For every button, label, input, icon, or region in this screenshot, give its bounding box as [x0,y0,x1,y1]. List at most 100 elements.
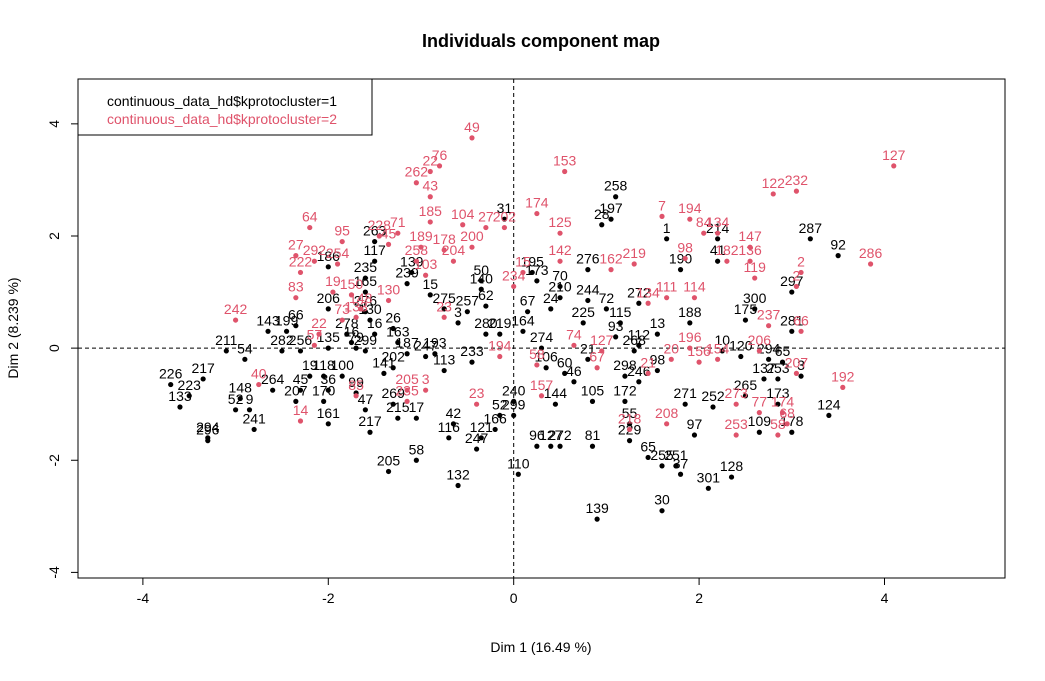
point-label: 133 [344,298,368,314]
data-point [645,454,651,461]
data-point [237,395,243,402]
data-point [168,381,174,388]
point-label: 240 [502,382,526,398]
data-point [511,283,517,290]
data-point [687,345,693,351]
point-label: 196 [678,329,702,345]
point-label: 165 [354,273,378,289]
point-label: 275 [432,290,456,306]
point-label: 264 [261,371,285,387]
data-point [613,194,619,200]
data-point [622,398,628,404]
data-point [645,370,651,376]
data-point [756,348,762,354]
point-label: 251 [664,447,688,463]
data-point [613,334,619,340]
data-point [436,163,443,169]
point-label: 182 [715,242,739,258]
data-point [344,331,350,337]
point-label: 36 [321,371,337,387]
data-point [455,320,461,326]
data-point [348,339,355,346]
data-point [673,463,679,469]
data-point [478,435,484,441]
data-point [715,356,721,362]
data-point [798,269,804,276]
data-point [798,373,804,379]
data-point [557,283,563,290]
point-label: 65 [640,438,656,454]
data-point [200,376,206,382]
data-point [696,359,702,365]
point-label: 130 [377,281,401,297]
data-point [585,297,591,304]
point-label: 217 [191,360,215,376]
data-point [409,269,415,276]
point-label: 219 [623,245,647,261]
point-label: 254 [326,245,350,261]
data-point [246,407,253,413]
point-label: 214 [706,220,730,236]
point-label: 247 [465,430,489,446]
point-label: 142 [548,242,572,258]
data-point [840,384,846,390]
data-point [835,253,841,259]
data-point [330,289,336,295]
data-point [557,258,563,264]
point-label: 27 [288,237,304,253]
data-point [766,323,772,329]
data-point [353,393,359,399]
point-label: 19 [302,357,318,373]
point-label: 71 [390,214,406,230]
point-label: 100 [331,357,355,373]
point-label: 246 [627,363,651,379]
point-label: 223 [178,377,202,393]
point-label: 204 [442,242,466,258]
point-label: 58 [409,441,425,457]
point-label: 74 [566,326,582,342]
data-point [659,508,665,514]
data-point [483,303,489,309]
point-label: 40 [251,366,267,382]
data-point [353,314,359,320]
data-point [293,253,299,259]
point-label: 19 [325,273,341,289]
data-point [427,168,433,175]
data-point [325,387,331,393]
point-label: 153 [553,153,577,169]
point-label: 17 [409,399,425,415]
data-point [724,258,730,264]
data-point [659,213,665,219]
point-label: 112 [628,326,651,342]
point-label: 79 [348,329,364,345]
point-label: 242 [224,301,248,317]
point-label: 235 [354,259,378,275]
point-label: 49 [464,119,480,135]
data-point [608,216,614,222]
point-label: 156 [687,343,711,359]
point-label: 97 [687,416,703,432]
data-point [474,401,480,407]
data-point [562,370,568,376]
data-point [571,342,577,348]
point-label: 287 [799,220,823,236]
point-label: 292 [303,242,327,258]
data-point [501,224,508,231]
data-point [423,387,429,393]
data-point [719,348,725,354]
data-point [390,365,396,371]
data-point [469,359,475,365]
point-label: 21 [640,354,656,370]
point-label: 269 [382,385,406,401]
point-label: 268 [623,332,647,348]
point-label: 45 [381,225,397,241]
point-label: 47 [358,391,374,407]
data-point [701,230,707,236]
point-label: 16 [367,315,383,331]
point-label: 192 [831,368,855,384]
point-label: 207 [785,354,809,370]
point-label: 136 [738,242,762,258]
data-point [752,275,758,281]
data-point [793,370,800,376]
point-label: 139 [585,500,609,516]
